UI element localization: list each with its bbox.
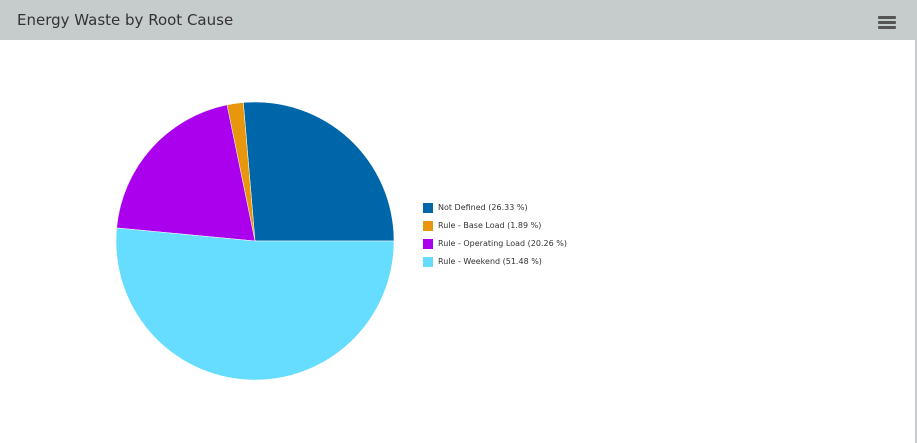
menu-line [878,26,896,29]
pie-slice-not-defined[interactable] [243,101,395,242]
legend-label: Rule - Operating Load (20.26 %) [438,239,567,248]
legend-swatch [423,203,433,213]
chart-area: Not Defined (26.33 %) Rule - Base Load (1… [0,40,915,443]
legend-label: Not Defined (26.33 %) [438,203,528,212]
legend-swatch [423,221,433,231]
hamburger-menu-icon[interactable] [872,11,898,33]
pie-slice-rule-weekend[interactable] [115,227,395,381]
legend-label: Rule - Base Load (1.89 %) [438,221,542,230]
chart-title: Energy Waste by Root Cause [17,11,234,29]
pie-slice-rule-operating-load[interactable] [116,104,256,242]
menu-line [878,16,896,19]
menu-line [878,21,896,24]
legend-swatch [423,239,433,249]
legend-swatch [423,257,433,267]
pie-chart [115,101,395,381]
panel-header: Energy Waste by Root Cause [0,0,915,40]
legend-label: Rule - Weekend (51.48 %) [438,257,542,266]
